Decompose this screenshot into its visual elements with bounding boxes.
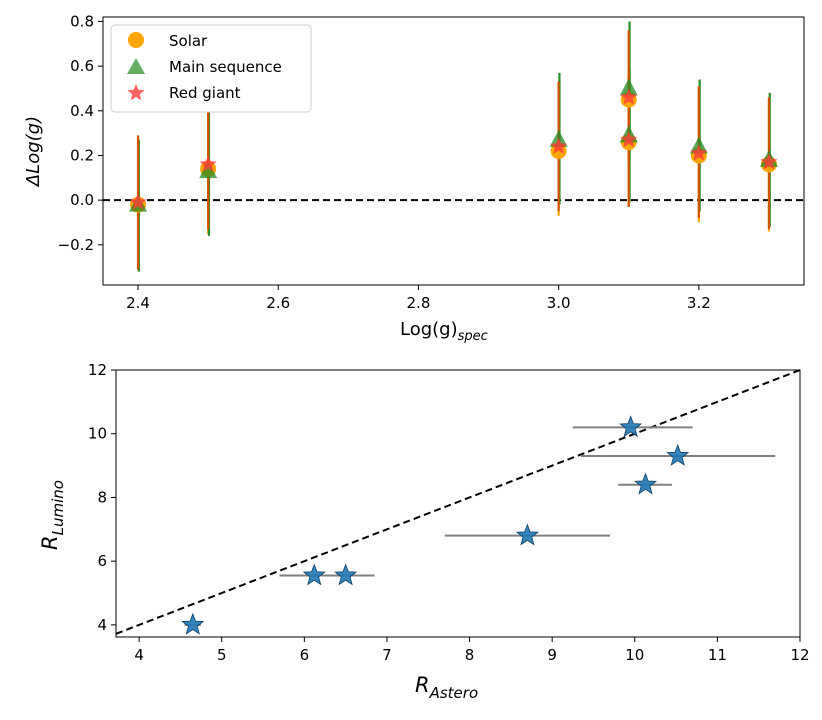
bottom-x-tick-label-5: 9 xyxy=(547,646,557,664)
top-point-main-sequence-3 xyxy=(619,78,638,96)
top-y-tick-label-4: 0.6 xyxy=(70,57,94,75)
top-point-red-giant-3 xyxy=(620,88,638,105)
top-chart: 2.4 2.6 2.8 3.0 3.2 −0.2 0.0 0.2 0.4 0.6 0.8 Solar… xyxy=(23,12,805,344)
bottom-x-tick-label-7: 11 xyxy=(708,646,727,664)
bottom-one-to-one-line xyxy=(115,369,801,635)
legend-red-giant-label: Red giant xyxy=(169,84,241,102)
bottom-point-star-3 xyxy=(515,523,539,546)
bottom-x-tick-label-4: 8 xyxy=(465,646,475,664)
legend-entry-solar: Solar xyxy=(128,32,208,50)
bottom-x-tick-label-1: 5 xyxy=(217,646,227,664)
legend-box xyxy=(110,24,312,113)
bottom-point-star-0 xyxy=(181,612,205,635)
legend-solar-marker xyxy=(128,32,144,48)
top-legend: Solar Main sequence Red giant xyxy=(110,24,312,113)
top-point-main-sequence-1 xyxy=(199,161,218,179)
bottom-point-star-1 xyxy=(302,563,326,586)
bottom-y-axis-label: RLumino xyxy=(38,480,67,550)
bottom-point-star-4 xyxy=(619,415,643,438)
bottom-x-tick-label-0: 4 xyxy=(134,646,144,664)
top-y-tick-label-1: 0.0 xyxy=(70,191,94,209)
bottom-x-tick-label-6: 10 xyxy=(625,646,644,664)
top-point-red-giant-6 xyxy=(760,153,778,170)
top-x-tick-label-0: 2.4 xyxy=(126,294,150,312)
bottom-x-axis-label: RAstero xyxy=(415,673,478,702)
top-x-tick-label-4: 3.2 xyxy=(687,294,711,312)
legend-entry-red-giant: Red giant xyxy=(127,84,241,102)
top-x-tick-label-3: 3.0 xyxy=(547,294,571,312)
bottom-point-star-2 xyxy=(334,563,358,586)
top-y-tick-label-5: 0.8 xyxy=(70,12,94,30)
bottom-x-tick-label-3: 7 xyxy=(382,646,392,664)
bottom-y-tick-label-2: 8 xyxy=(97,488,107,506)
top-y-tick-label-2: 0.2 xyxy=(70,146,94,164)
bottom-y-tick-label-0: 4 xyxy=(97,616,107,634)
bottom-data-layer xyxy=(115,369,801,635)
legend-main-sequence-label: Main sequence xyxy=(169,58,282,76)
top-x-tick-label-2: 2.8 xyxy=(407,294,431,312)
top-y-tick-label-3: 0.4 xyxy=(70,102,94,120)
bottom-x-tick-label-2: 6 xyxy=(300,646,310,664)
legend-solar-label: Solar xyxy=(169,32,208,50)
bottom-y-tick-label-1: 6 xyxy=(97,552,107,570)
bottom-axes-frame xyxy=(115,369,801,638)
legend-entry-main-sequence: Main sequence xyxy=(127,58,282,76)
legend-red-giant-marker xyxy=(127,84,145,101)
top-y-tick-label-0: −0.2 xyxy=(58,236,94,254)
top-ticks: 2.4 2.6 2.8 3.0 3.2 −0.2 0.0 0.2 0.4 0.6 0.8 xyxy=(58,12,711,312)
top-x-tick-label-1: 2.6 xyxy=(266,294,290,312)
legend-main-sequence-marker xyxy=(127,58,145,74)
top-point-red-giant-2 xyxy=(550,137,568,154)
top-point-red-giant-4 xyxy=(620,130,638,148)
top-x-axis-label: Log(g)spec xyxy=(400,319,488,344)
bottom-point-star-5 xyxy=(666,443,690,466)
top-data-layer xyxy=(103,21,804,272)
bottom-point-star-6 xyxy=(633,472,658,495)
bottom-y-tick-label-4: 12 xyxy=(88,361,107,379)
bottom-x-tick-label-8: 12 xyxy=(790,646,809,664)
top-point-red-giant-5 xyxy=(690,144,708,161)
bottom-ticks: 4 5 6 7 8 9 10 11 12 4 6 8 10 12 xyxy=(88,361,810,664)
top-point-red-giant-0 xyxy=(129,193,147,210)
bottom-chart: 4 5 6 7 8 9 10 11 12 4 6 8 10 12 RAstero RLumino xyxy=(38,361,810,702)
top-axes-frame xyxy=(102,16,805,286)
bottom-y-tick-label-3: 10 xyxy=(88,425,107,443)
top-y-axis-label: ΔLog(g) xyxy=(23,116,44,188)
top-point-red-giant-1 xyxy=(199,155,217,172)
